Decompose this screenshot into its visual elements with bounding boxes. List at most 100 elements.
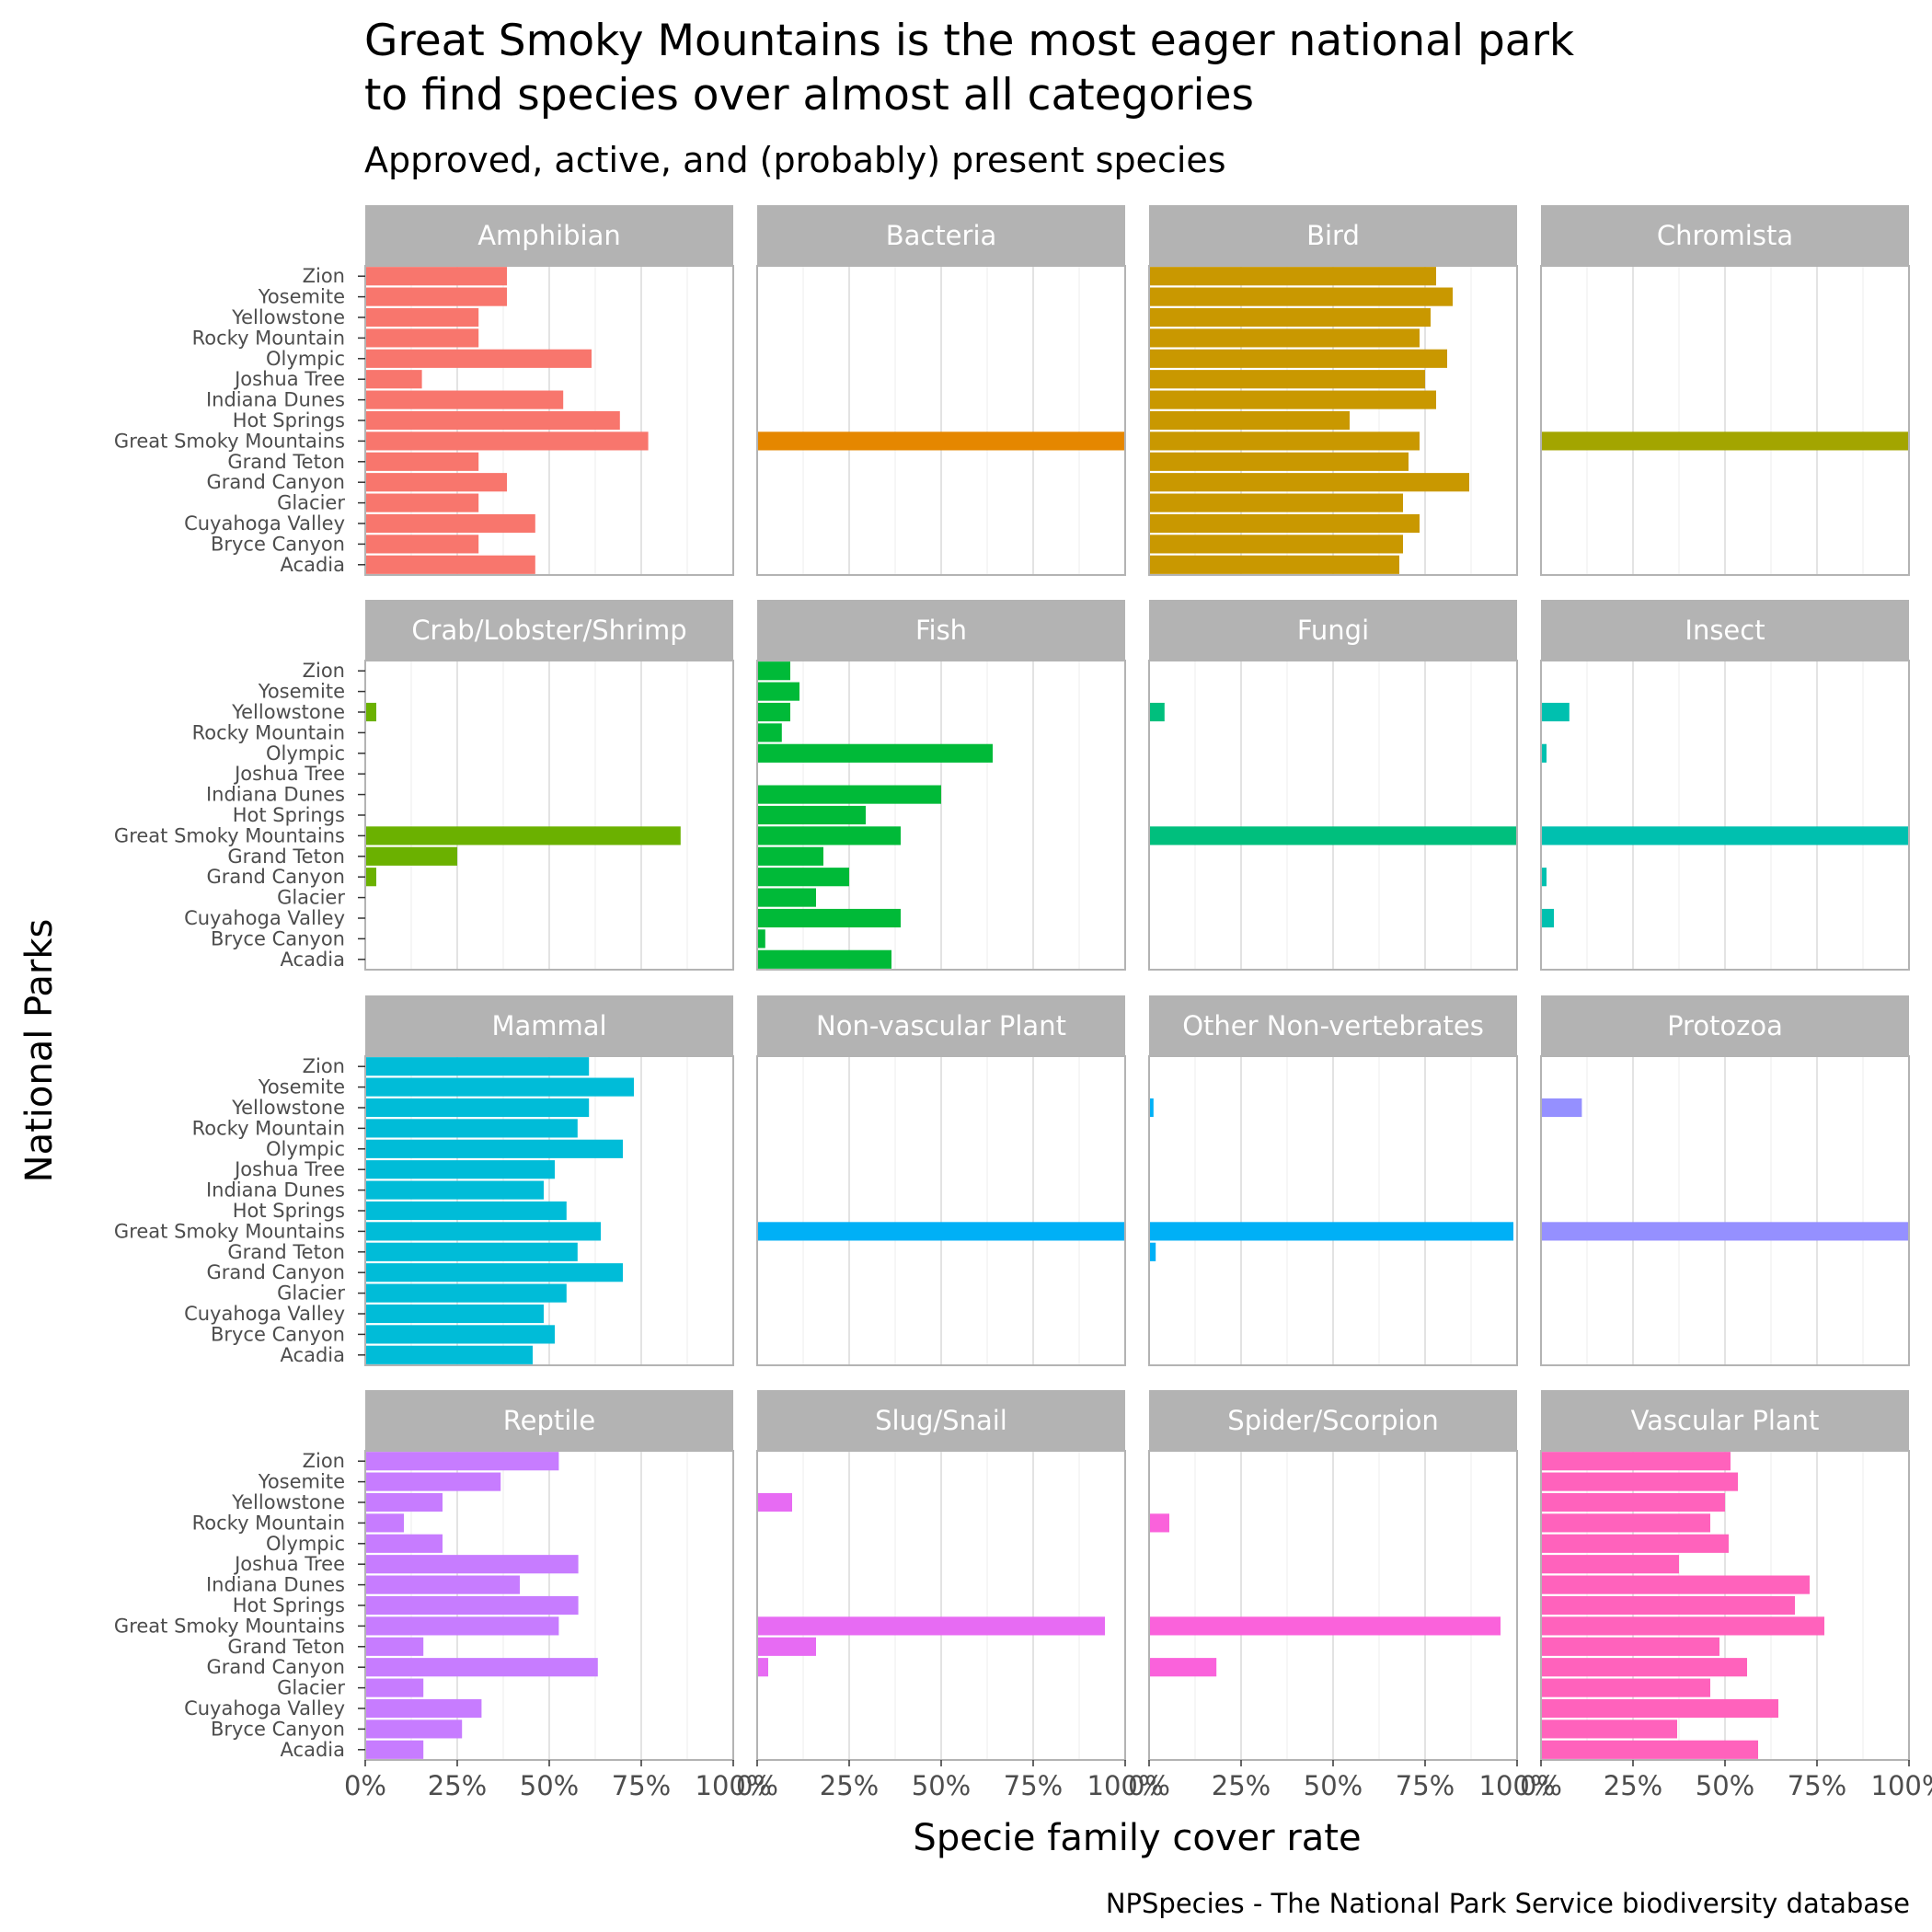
bar-yellowstone: [1149, 1098, 1154, 1118]
x-tick-label: 75%: [1788, 1770, 1846, 1801]
panel-crab-lobster-shrimp: Crab/Lobster/Shrimp ZionYosemiteYellowsto…: [114, 600, 734, 971]
bar-grand-teton: [757, 1637, 816, 1656]
bar-cuyahoga-valley: [365, 513, 535, 534]
chart-subtitle: Approved, active, and (probably) present…: [364, 140, 1226, 180]
bar-grand-canyon: [1149, 473, 1469, 492]
bar-cuyahoga-valley: [1149, 513, 1420, 534]
y-tick-label: Indiana Dunes: [206, 389, 345, 411]
bar-rocky-mountain: [757, 723, 782, 742]
y-tick-label: Indiana Dunes: [206, 784, 345, 806]
bar-olympic: [757, 743, 993, 763]
y-tick-label: Olympic: [266, 348, 345, 370]
x-tick-label: 100%: [1479, 1770, 1556, 1801]
bar-yosemite: [757, 682, 799, 701]
bar-acadia: [1541, 1740, 1758, 1759]
bar-yellowstone: [1541, 1098, 1582, 1118]
panel-non-vascular-plant: Non-vascular Plant: [756, 995, 1126, 1366]
bar-great-smoky-mountains: [1541, 1616, 1824, 1636]
bar-yellowstone: [1541, 1492, 1725, 1512]
panel-vascular-plant: Vascular Plant 0% 25% 50% 75% 100%: [1520, 1390, 1932, 1801]
bar-grand-canyon: [365, 868, 376, 887]
x-tick-label: 50%: [1304, 1770, 1363, 1801]
bar-grand-canyon: [1541, 1658, 1747, 1677]
panel-strip-label: Fungi: [1297, 615, 1369, 646]
panel-border: [1148, 660, 1518, 971]
panel-strip-label: Crab/Lobster/Shrimp: [411, 615, 686, 646]
bar-yellowstone: [757, 702, 790, 722]
bar-great-smoky-mountains: [757, 1222, 1125, 1241]
chart-title: Great Smoky Mountains is the most eager …: [364, 16, 1575, 121]
y-tick-label: Rocky Mountain: [192, 1512, 345, 1534]
bar-hot-springs: [757, 805, 866, 825]
bar-bryce-canyon: [365, 1719, 463, 1739]
panel-fish: Fish: [756, 600, 1126, 971]
panel-strip-label: Slug/Snail: [875, 1405, 1007, 1436]
panel-strip: [1149, 1390, 1517, 1451]
bar-grand-canyon: [365, 1658, 598, 1677]
bar-yellowstone: [365, 702, 376, 722]
bar-zion: [365, 267, 507, 286]
bar-great-smoky-mountains: [1541, 431, 1909, 451]
y-tick-label: Joshua Tree: [233, 368, 345, 390]
bar-indiana-dunes: [1149, 390, 1436, 409]
bar-great-smoky-mountains: [1149, 826, 1517, 845]
y-tick-label: Glacier: [277, 887, 345, 909]
bar-grand-canyon: [365, 473, 507, 492]
y-tick-label: Cuyahoga Valley: [184, 907, 345, 929]
panel-strip: [1541, 995, 1909, 1056]
y-axis-title: National Parks: [18, 919, 61, 1183]
panel-strip: [1541, 205, 1909, 266]
y-tick-label: Hot Springs: [233, 1200, 345, 1222]
bar-yellowstone: [365, 1492, 443, 1512]
y-tick-label: Olympic: [266, 1533, 345, 1555]
bar-grand-canyon: [757, 868, 849, 887]
bar-bryce-canyon: [365, 535, 479, 554]
panel-strip: [1149, 995, 1517, 1056]
panel-strip: [365, 600, 733, 661]
y-tick-label: Yosemite: [258, 681, 345, 703]
panel-strip: [365, 205, 733, 266]
panel-strip: [365, 995, 733, 1056]
x-axis-title: Specie family cover rate: [913, 1817, 1361, 1859]
bar-grand-teton: [757, 846, 823, 866]
bar-grand-teton: [365, 846, 457, 866]
bar-joshua-tree: [365, 1160, 555, 1179]
bar-great-smoky-mountains: [1149, 1222, 1513, 1241]
panel-border: [1540, 660, 1910, 971]
panel-strip: [757, 1390, 1125, 1451]
bar-zion: [757, 661, 790, 681]
bar-rocky-mountain: [1149, 328, 1420, 348]
y-tick-label: Cuyahoga Valley: [184, 512, 345, 535]
bar-yellowstone: [365, 1098, 590, 1118]
bar-rocky-mountain: [1541, 1513, 1710, 1533]
panel-border: [756, 660, 1126, 971]
x-tick-label: 25%: [428, 1770, 487, 1801]
bar-great-smoky-mountains: [1541, 1222, 1909, 1241]
panel-strip-label: Non-vascular Plant: [816, 1010, 1066, 1041]
bar-grand-canyon: [1149, 1658, 1217, 1677]
y-tick-label: Yellowstone: [231, 1491, 345, 1513]
bar-cuyahoga-valley: [757, 908, 901, 928]
bar-grand-teton: [1149, 452, 1409, 471]
y-tick-label: Hot Springs: [233, 409, 345, 431]
bar-bryce-canyon: [365, 1325, 555, 1344]
bar-great-smoky-mountains: [757, 431, 1125, 451]
panel-strip-label: Other Non-vertebrates: [1182, 1010, 1484, 1041]
y-tick-label: Yosemite: [258, 1076, 345, 1098]
bar-indiana-dunes: [757, 785, 941, 804]
x-tick-label: 0%: [1128, 1770, 1170, 1801]
panel-border: [1148, 1055, 1518, 1366]
y-tick-label: Zion: [303, 1055, 345, 1077]
bar-acadia: [1149, 555, 1399, 574]
y-tick-label: Grand Canyon: [206, 866, 345, 888]
y-tick-label: Grand Canyon: [206, 1656, 345, 1678]
y-tick-label: Joshua Tree: [233, 1158, 345, 1180]
bar-cuyahoga-valley: [365, 1698, 482, 1719]
bar-bryce-canyon: [1149, 535, 1403, 554]
y-tick-label: Glacier: [277, 1282, 345, 1305]
bar-rocky-mountain: [365, 1119, 578, 1138]
x-tick-label: 100%: [696, 1770, 772, 1801]
bar-hot-springs: [365, 1201, 567, 1221]
